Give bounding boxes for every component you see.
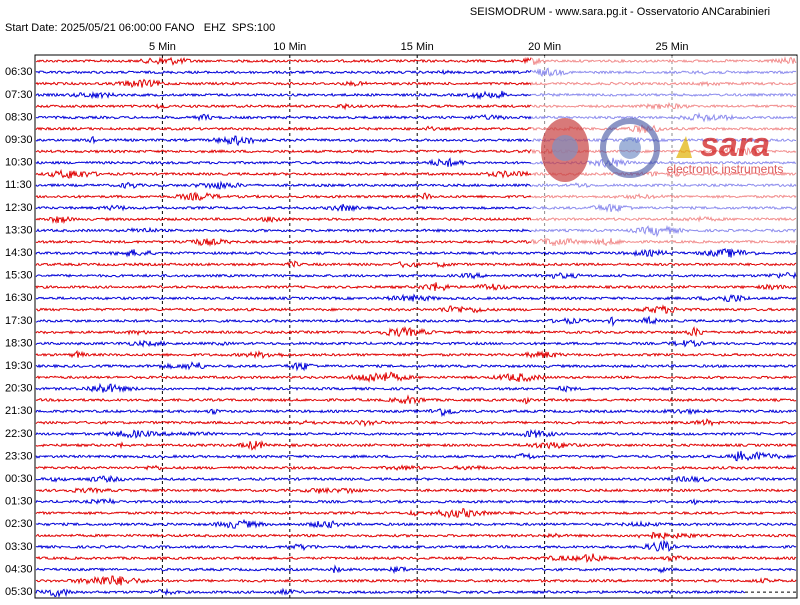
trace bbox=[35, 361, 797, 372]
logo-overlay: sara electronic instruments bbox=[531, 56, 797, 245]
row-time-label: 19:30 bbox=[5, 360, 33, 372]
trace bbox=[35, 464, 797, 471]
row-time-label: 15:30 bbox=[5, 270, 33, 282]
trace bbox=[35, 394, 797, 405]
row-time-label: 14:30 bbox=[5, 247, 33, 259]
trace bbox=[35, 247, 797, 258]
row-time-label: 04:30 bbox=[5, 563, 33, 575]
trace bbox=[35, 304, 797, 314]
trace bbox=[35, 575, 797, 586]
trace bbox=[35, 497, 797, 506]
row-time-label: 01:30 bbox=[5, 496, 33, 508]
row-time-label: 07:30 bbox=[5, 89, 33, 101]
trace bbox=[35, 315, 797, 327]
logo-name: sara bbox=[700, 126, 770, 164]
trace bbox=[35, 271, 797, 280]
trace bbox=[35, 371, 797, 383]
row-time-label: 09:30 bbox=[5, 134, 33, 146]
trace bbox=[35, 553, 797, 564]
trace bbox=[35, 293, 797, 303]
row-time-label: 02:30 bbox=[5, 518, 33, 530]
row-time-label: 03:30 bbox=[5, 541, 33, 553]
logo-tagline: electronic instruments bbox=[667, 162, 784, 176]
logo-emblem-core bbox=[552, 135, 578, 161]
trace bbox=[35, 326, 797, 338]
trace bbox=[35, 450, 797, 462]
trace bbox=[35, 518, 797, 529]
row-time-label: 16:30 bbox=[5, 292, 33, 304]
trace bbox=[35, 539, 797, 552]
minute-tick-label: 20 Min bbox=[528, 41, 561, 53]
trace bbox=[35, 282, 797, 292]
row-time-label: 21:30 bbox=[5, 405, 33, 417]
row-time-label: 12:30 bbox=[5, 202, 33, 214]
row-time-label: 22:30 bbox=[5, 428, 33, 440]
minute-tick-label: 10 Min bbox=[273, 41, 306, 53]
trace bbox=[35, 382, 797, 393]
row-time-label: 10:30 bbox=[5, 157, 33, 169]
header-info: Start Date: 2025/05/21 06:00:00 FANO EHZ… bbox=[5, 22, 275, 34]
trace bbox=[35, 487, 797, 495]
trace bbox=[35, 339, 797, 348]
row-time-label: 20:30 bbox=[5, 383, 33, 395]
trace bbox=[35, 564, 797, 575]
logo-seal bbox=[600, 118, 660, 178]
trace bbox=[35, 260, 797, 269]
row-time-label: 18:30 bbox=[5, 337, 33, 349]
logo-mark bbox=[676, 136, 692, 158]
logo-seal-core bbox=[619, 137, 641, 159]
trace bbox=[35, 407, 797, 418]
row-time-label: 23:30 bbox=[5, 450, 33, 462]
plot-frame bbox=[34, 54, 798, 599]
row-time-label: 05:30 bbox=[5, 586, 33, 598]
row-time-label: 11:30 bbox=[5, 179, 32, 191]
row-time-label: 06:30 bbox=[5, 66, 33, 78]
trace bbox=[35, 587, 746, 599]
row-time-label: 17:30 bbox=[5, 315, 33, 327]
trace bbox=[35, 428, 797, 439]
trace bbox=[35, 349, 797, 360]
trace bbox=[35, 507, 797, 519]
minute-tick-label: 25 Min bbox=[655, 41, 688, 53]
row-time-label: 13:30 bbox=[5, 224, 33, 236]
trace bbox=[35, 474, 797, 483]
header-title: SEISMODRUM - www.sara.pg.it - Osservator… bbox=[470, 6, 770, 18]
minute-tick-label: 5 Min bbox=[149, 41, 176, 53]
trace bbox=[35, 531, 797, 541]
row-time-label: 00:30 bbox=[5, 473, 33, 485]
row-time-label: 08:30 bbox=[5, 111, 33, 123]
trace bbox=[35, 440, 797, 451]
trace bbox=[35, 418, 797, 428]
minute-tick-label: 15 Min bbox=[401, 41, 434, 53]
